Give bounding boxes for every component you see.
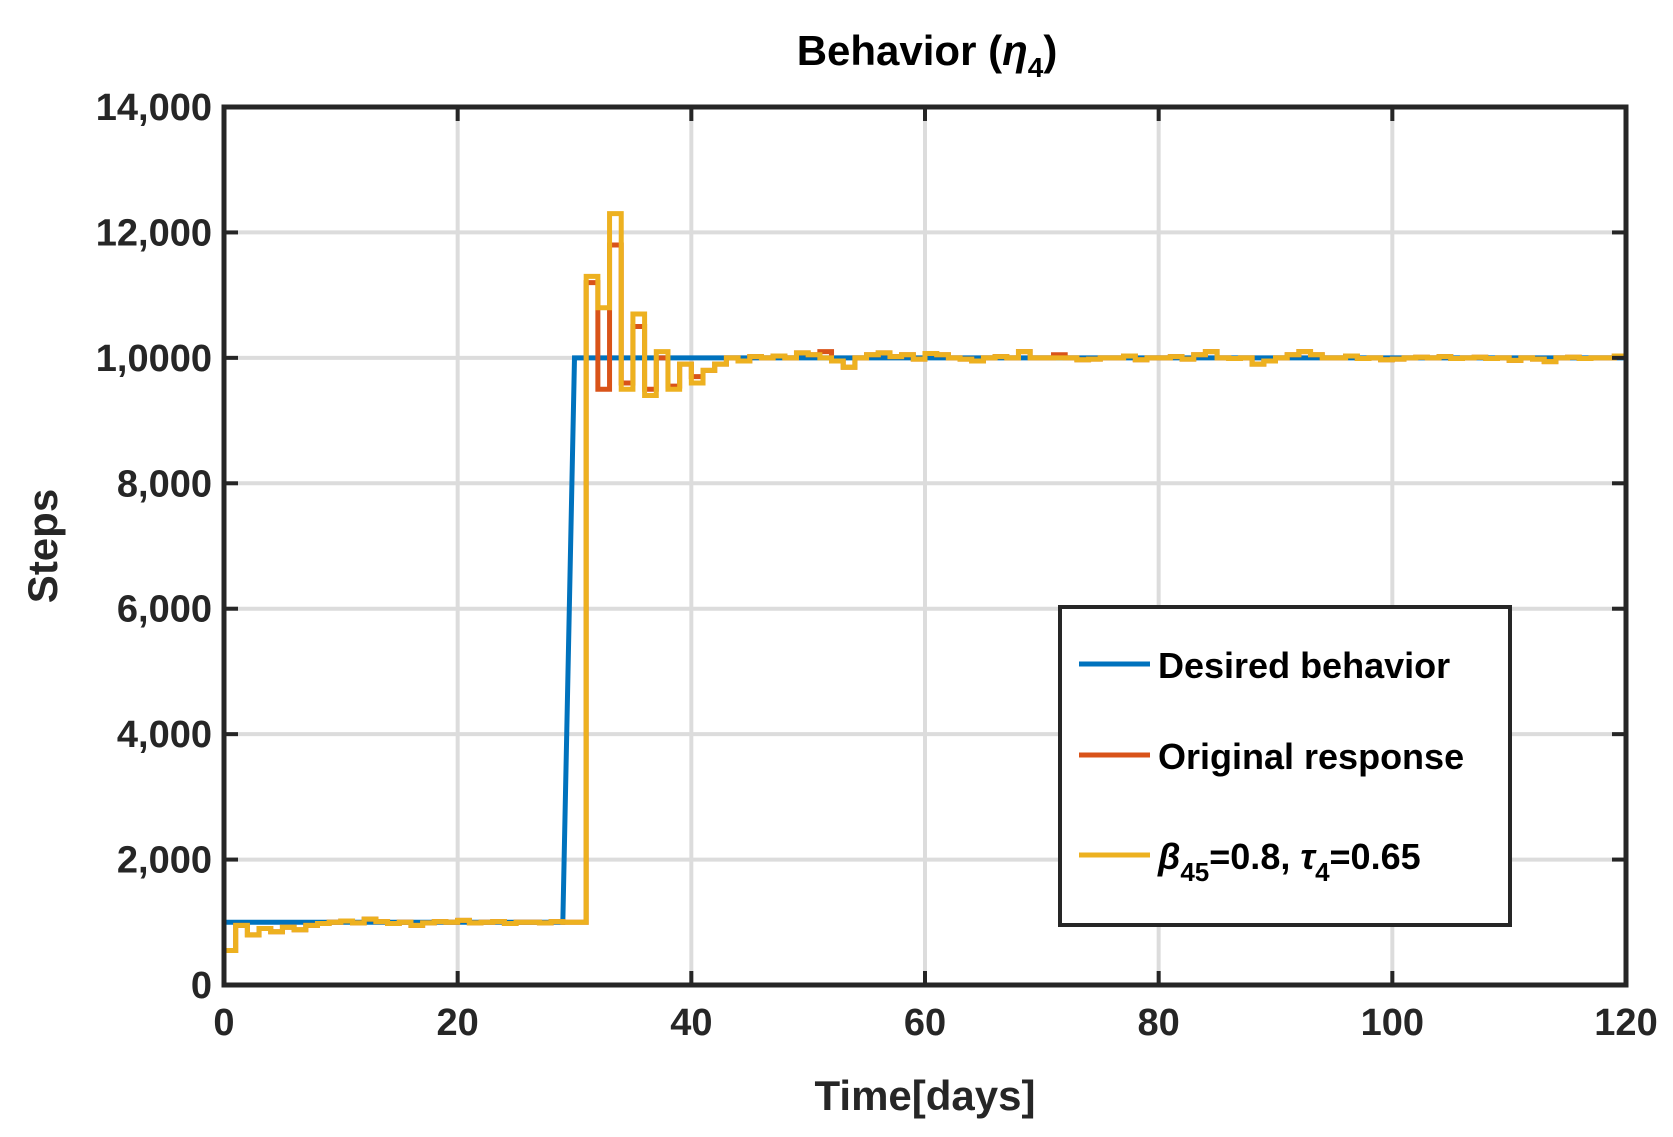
y-tick-label: 6,000	[117, 589, 212, 631]
chart-title: Behavior (η4)	[797, 27, 1058, 83]
legend-label-original: Original response	[1158, 736, 1464, 777]
x-tick-label: 0	[213, 1002, 234, 1044]
x-tick-label: 100	[1361, 1002, 1424, 1044]
legend-box	[1058, 605, 1512, 927]
y-tick-label: 0	[191, 965, 212, 1007]
x-tick-label: 120	[1594, 1002, 1657, 1044]
x-tick-label: 80	[1138, 1002, 1180, 1044]
x-tick-labels: 0 20 40 60 80 100 120	[213, 1002, 1657, 1044]
series-line-2	[224, 211, 1626, 954]
y-axis-label: Steps	[19, 489, 66, 603]
y-tick-label: 14,000	[96, 87, 212, 129]
legend: Desired behavior Original response β45=0…	[1058, 605, 1512, 927]
x-tick-label: 60	[904, 1002, 946, 1044]
y-tick-label: 12,000	[96, 212, 212, 254]
y-tick-label: 1,0000	[96, 338, 212, 380]
legend-label-desired: Desired behavior	[1158, 645, 1450, 686]
axis-ticks	[222, 105, 1628, 987]
y-tick-labels: 0 2,000 4,000 6,000 8,000 1,0000 12,000 14,000	[96, 87, 212, 1007]
x-tick-label: 40	[670, 1002, 712, 1044]
y-tick-label: 4,000	[117, 714, 212, 756]
y-tick-label: 8,000	[117, 463, 212, 505]
x-tick-label: 20	[437, 1002, 479, 1044]
x-axis-label: Time[days]	[815, 1072, 1036, 1119]
legend-label-modified: β45=0.8, τ4=0.65	[1157, 836, 1421, 887]
y-tick-label: 2,000	[117, 840, 212, 882]
series-layer	[224, 211, 1626, 954]
